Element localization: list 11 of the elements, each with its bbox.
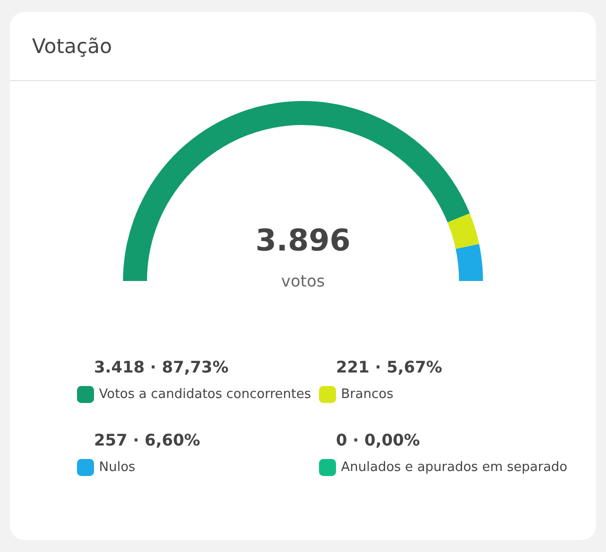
legend-label: Nulos [99, 460, 136, 475]
legend-label: Votos a candidatos concorrentes [99, 387, 312, 402]
legend-label: Brancos [341, 387, 394, 402]
data-label: 221 · 5,67% [336, 358, 442, 376]
text: 0 · 0,00% [336, 430, 420, 450]
legend-label: Anulados e apurados em separado [341, 460, 568, 475]
text: 3.896 [256, 224, 350, 258]
data-label: 257 · 6,60% [94, 430, 200, 450]
data-label: 3.418 · 87,73% [94, 358, 228, 376]
chart-title: Votação [10, 12, 596, 81]
text: votos [281, 272, 325, 290]
